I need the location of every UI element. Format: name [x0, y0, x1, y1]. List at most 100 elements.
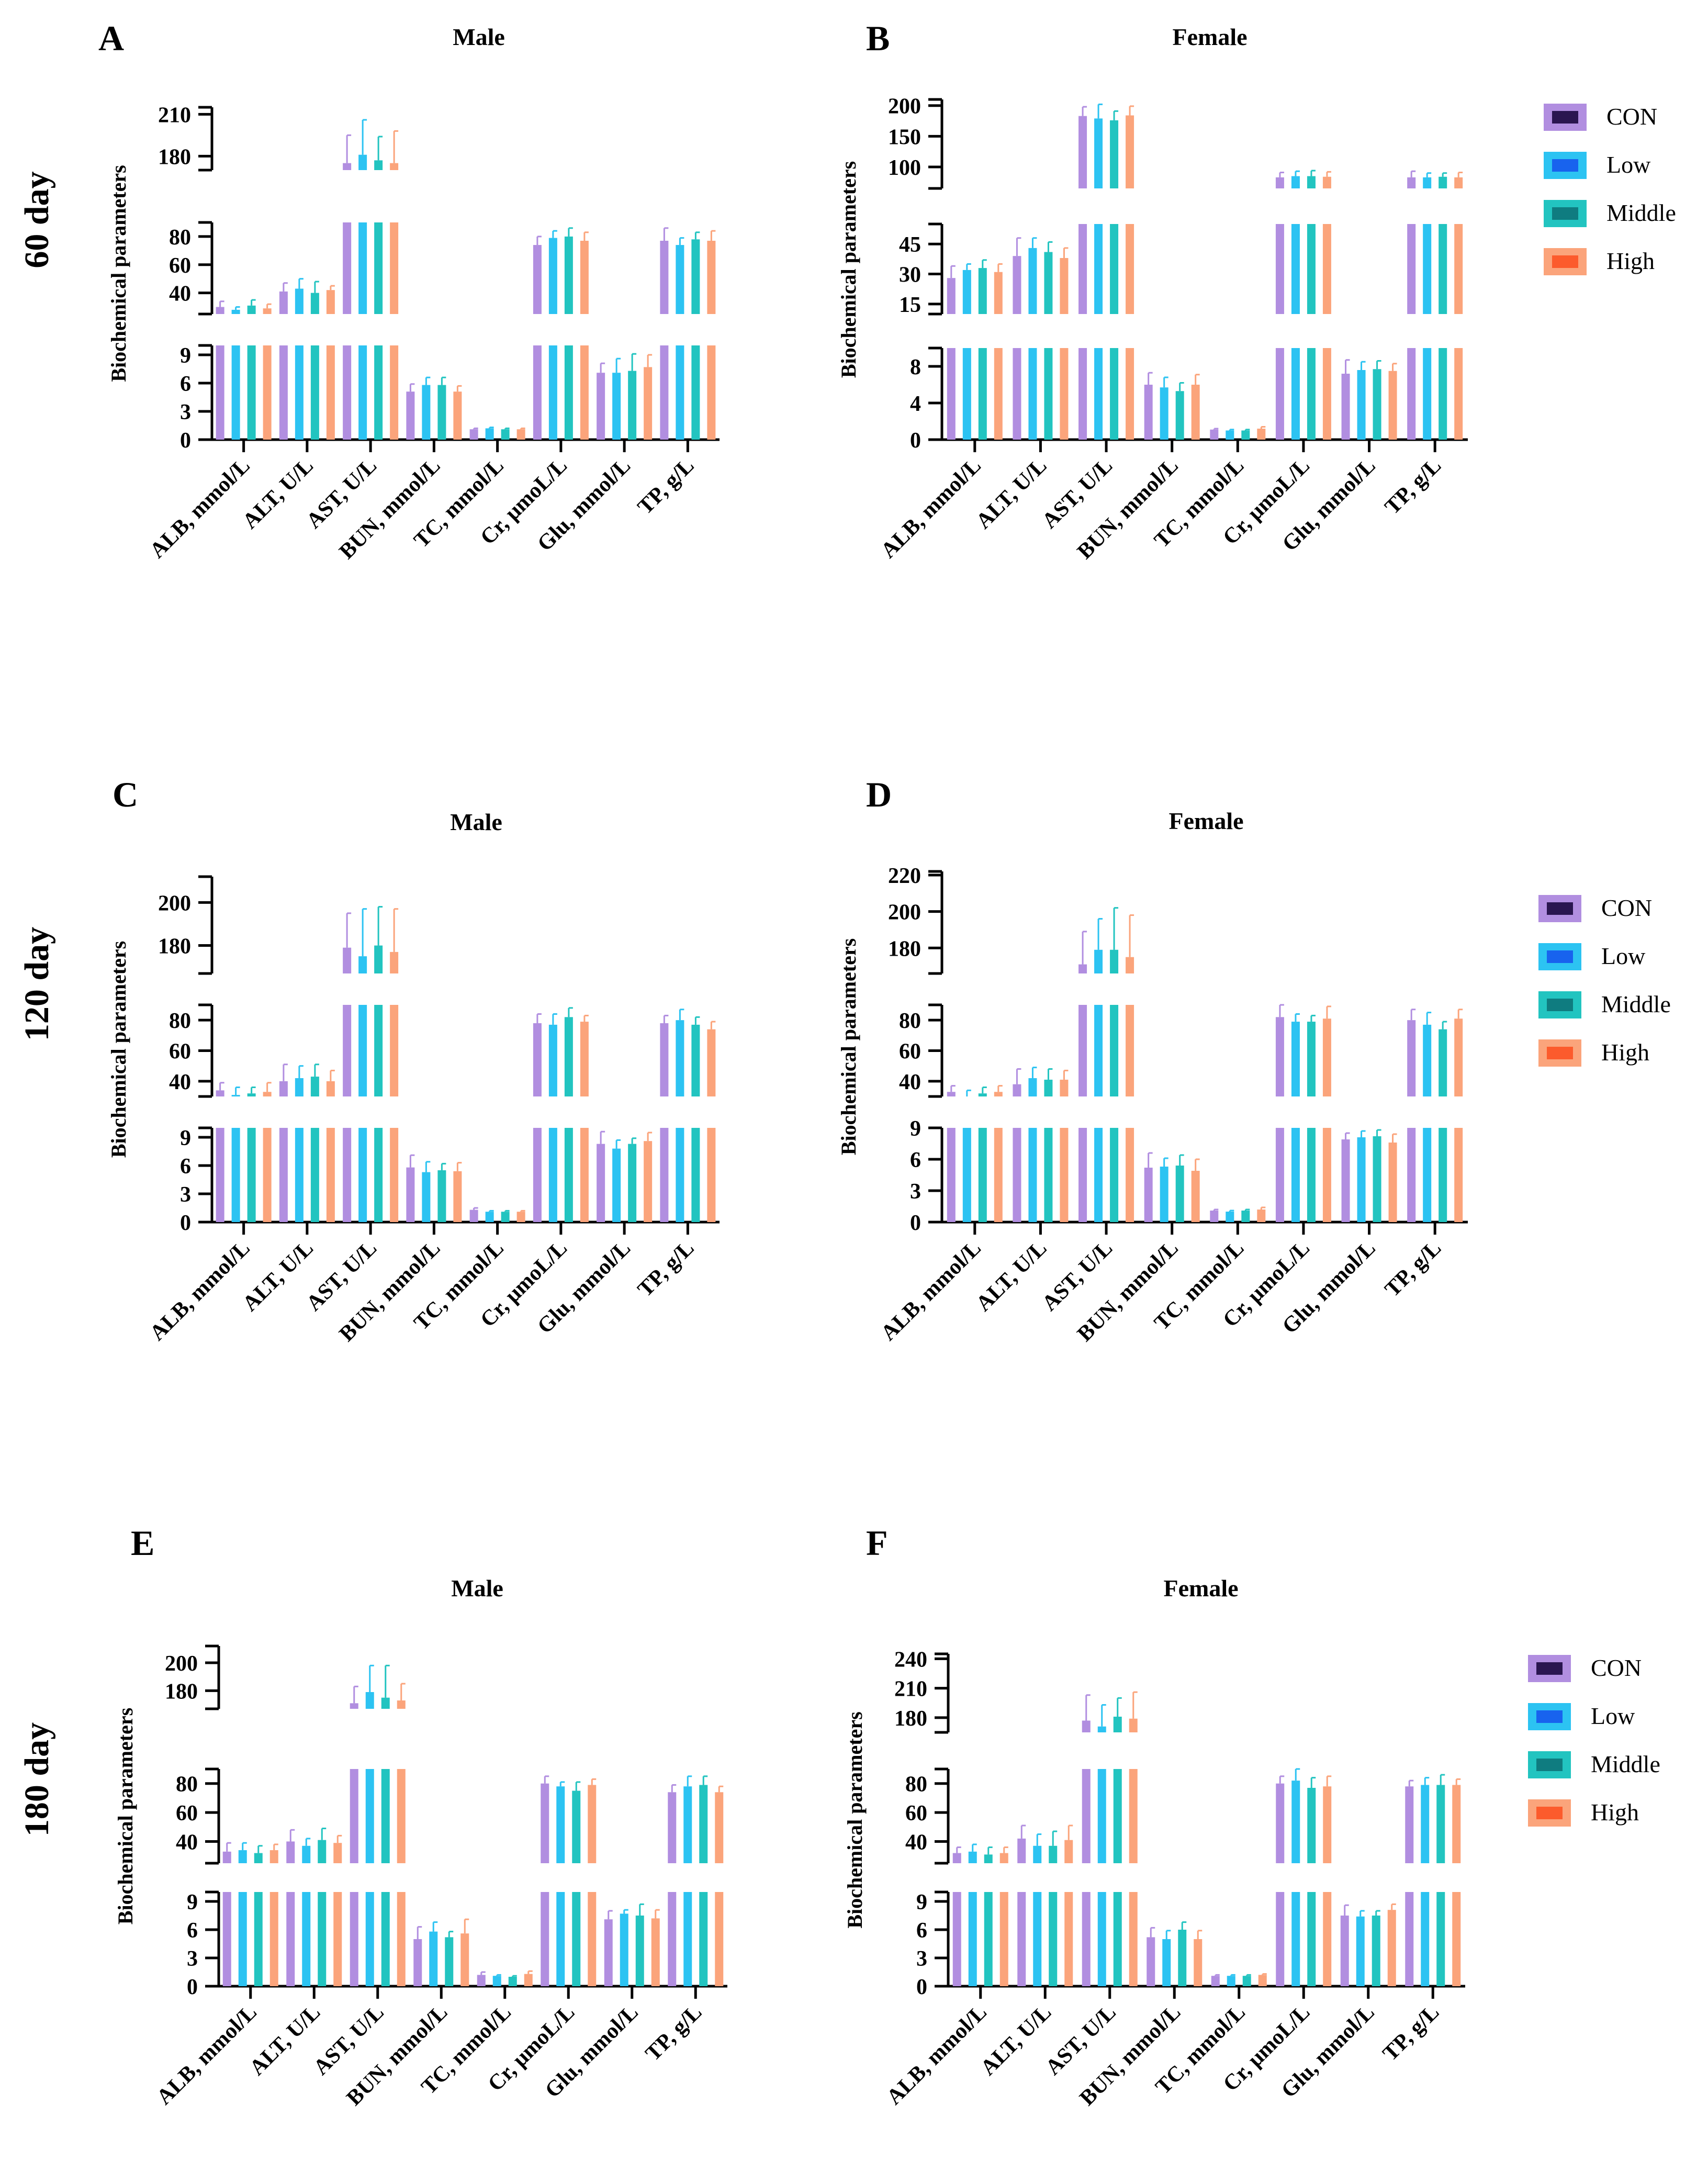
bar-middle [691, 1024, 700, 1096]
y-tick-label: 4 [910, 392, 921, 416]
bar-con [343, 345, 352, 440]
bar-con [660, 345, 669, 440]
y-axis-label: Biochemical parameters [107, 941, 130, 1158]
bar-low [1423, 1024, 1432, 1096]
panel-label: D [866, 775, 892, 814]
bar-con [947, 1092, 956, 1096]
y-tick-label: 80 [899, 1009, 921, 1033]
y-tick-label: 6 [180, 372, 191, 396]
bar-con [406, 1167, 415, 1222]
x-tick-label: ALT, U/L [238, 454, 318, 534]
bar-low [492, 1976, 501, 1986]
bar-con [1211, 1976, 1220, 1986]
y-tick-label: 80 [169, 1009, 191, 1033]
bar-high [1387, 1910, 1396, 1986]
bar-low [683, 1786, 692, 1863]
panel-title: Female [1168, 808, 1243, 834]
legend-label-low: Low [1601, 943, 1646, 969]
bar-con [279, 345, 288, 440]
y-tick-label: 180 [888, 937, 921, 961]
bar-high [333, 1843, 342, 1863]
bar-low [962, 348, 971, 440]
bar-con [952, 1892, 961, 1986]
bar-low [485, 1212, 494, 1222]
bar-middle [508, 1977, 517, 1986]
bar-low [968, 1892, 977, 1986]
bar-low [422, 385, 431, 440]
x-tick-label: ALT, U/L [976, 2000, 1056, 2080]
bar-con [597, 1144, 605, 1222]
legend-label-high: High [1601, 1039, 1649, 1066]
bar-con [1082, 1769, 1091, 1863]
bar-high [1126, 1128, 1134, 1222]
bar-high [516, 429, 525, 440]
bar-middle [310, 293, 319, 314]
bar-middle [1110, 348, 1119, 440]
bar-middle [1110, 1128, 1119, 1222]
y-tick-label: 3 [180, 400, 191, 424]
bar-high [1258, 1975, 1267, 1986]
bar-low [365, 1892, 374, 1986]
bar-middle [381, 1697, 390, 1709]
bar-middle [1175, 1166, 1184, 1222]
y-tick-label: 9 [180, 344, 191, 368]
bar-middle [572, 1790, 581, 1863]
legend: CON Low Middle High [1544, 103, 1676, 275]
bar-con [350, 1769, 358, 1863]
bar-low [1291, 224, 1300, 314]
bar-con [947, 1128, 956, 1222]
bar-high [580, 1022, 589, 1096]
legend-swatch-inner [1547, 902, 1573, 915]
bar-con [350, 1703, 358, 1709]
bar-low [1094, 118, 1103, 188]
bar-high [390, 1128, 399, 1222]
legend-label-high: High [1606, 248, 1655, 274]
panel-e: E Male Biochemical parameters 0 3 6 9 40 60 80 180… [114, 1523, 727, 2110]
bar-middle [1307, 1892, 1316, 1986]
bar-con [1275, 1128, 1284, 1222]
bar-con [350, 1892, 358, 1986]
bar-low [358, 1005, 367, 1096]
panel-c: C Male Biochemical parameters 0 3 6 9 40 60 80 180… [107, 775, 720, 1346]
y-tick-label: 0 [910, 1211, 921, 1235]
bar-low [548, 238, 557, 314]
bar-high [999, 1853, 1008, 1863]
x-tick-label: ALT, U/L [238, 1236, 318, 1316]
bar-high [1322, 1128, 1331, 1222]
bar-low [556, 1892, 565, 1986]
bar-middle [374, 160, 383, 170]
bar-high [1129, 1718, 1138, 1732]
legend-label-con: CON [1601, 894, 1652, 921]
bar-high [1452, 1785, 1461, 1863]
bar-con [1210, 429, 1219, 440]
bar-con [477, 1975, 486, 1986]
y-tick-label: 240 [894, 1648, 927, 1672]
legend-swatch-inner [1536, 1710, 1563, 1723]
bar-low [1291, 1892, 1300, 1986]
bar-low [548, 1024, 557, 1096]
bar-middle [310, 345, 319, 440]
bar-con [1078, 224, 1087, 314]
bar-middle [1175, 391, 1184, 440]
bar-con [1275, 177, 1284, 188]
bar-middle [501, 429, 510, 440]
bar-middle [1049, 1845, 1058, 1863]
y-tick-label: 200 [165, 1652, 198, 1676]
bar-con [1147, 1937, 1155, 1986]
bar-low [358, 154, 367, 170]
bar-con [343, 1128, 352, 1222]
x-tick-label: TP, g/L [1380, 1236, 1446, 1302]
bar-con [1144, 385, 1153, 440]
bar-low [295, 1078, 304, 1096]
bar-con [1017, 1892, 1026, 1986]
legend-swatch-inner [1552, 111, 1578, 124]
y-tick-label: 210 [158, 103, 191, 127]
bar-middle [1439, 224, 1447, 314]
y-tick-label: 40 [899, 1070, 921, 1094]
bar-con [1407, 1128, 1416, 1222]
y-tick-label: 9 [916, 1890, 927, 1915]
x-tick-label: ALT, U/L [971, 454, 1051, 534]
bar-middle [254, 1853, 263, 1863]
bar-high [1322, 176, 1331, 188]
bar-high [1126, 348, 1134, 440]
